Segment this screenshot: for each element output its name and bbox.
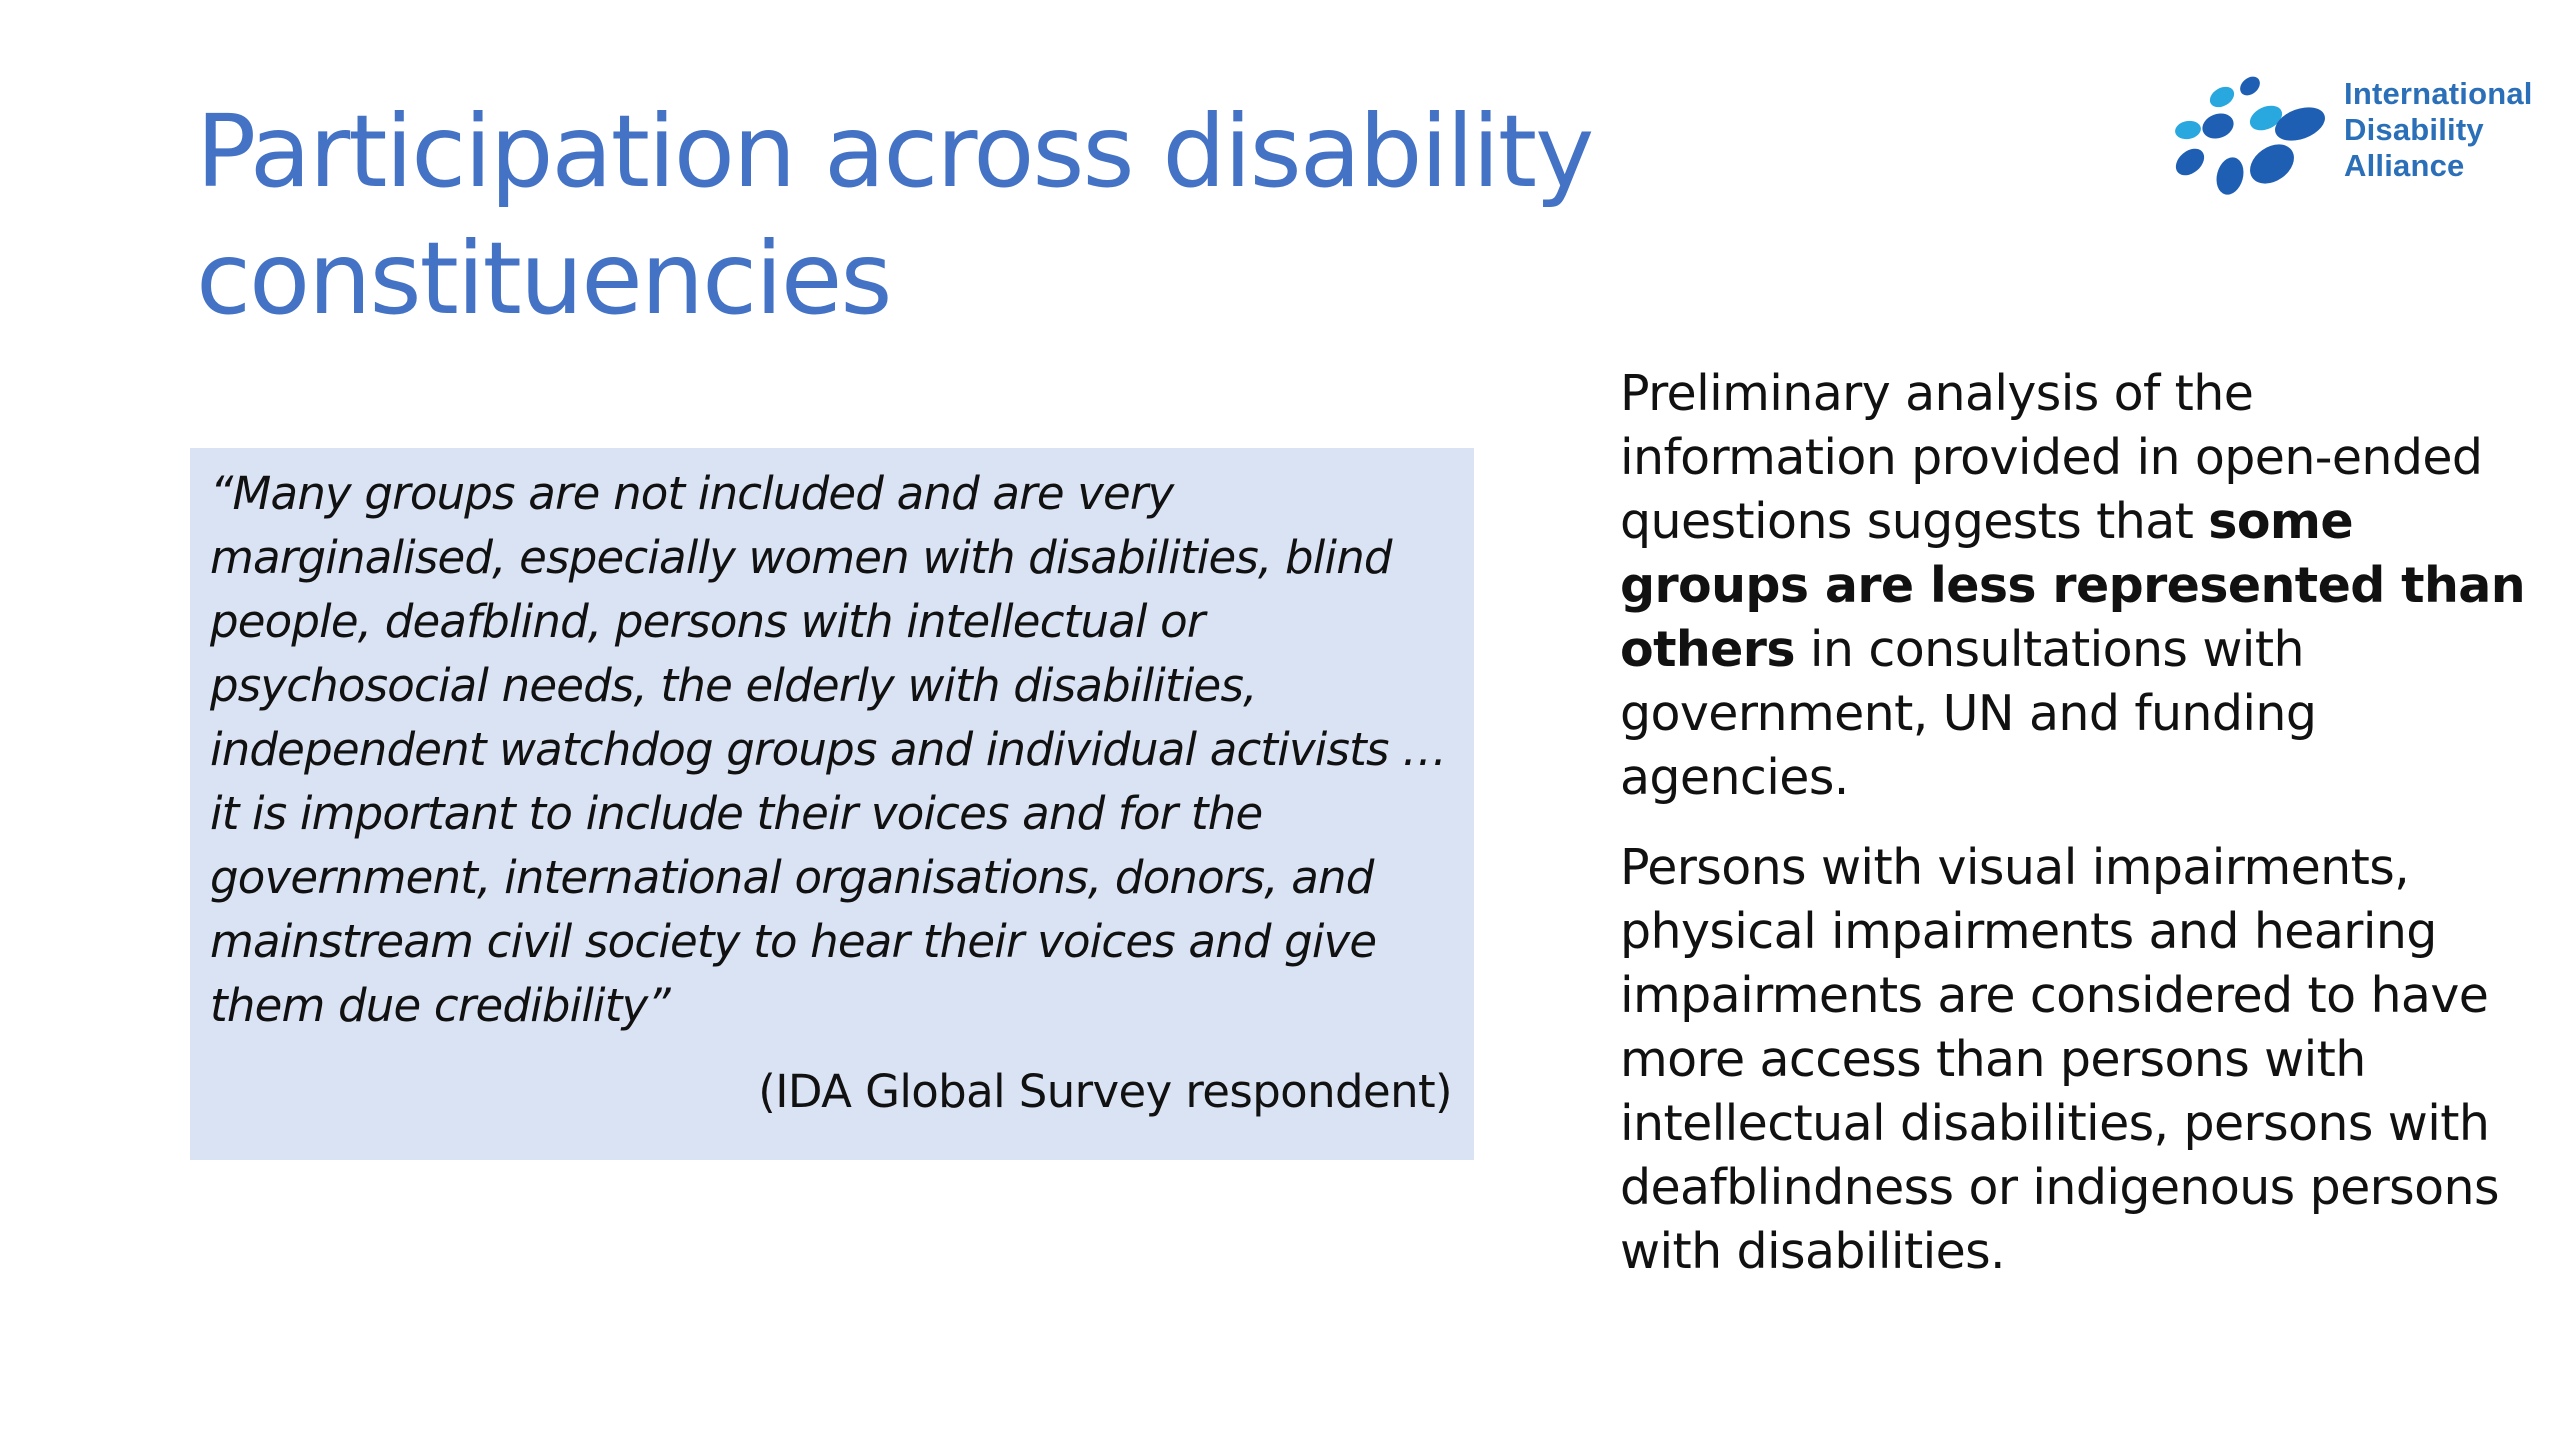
quote-box: “Many groups are not included and are ve… bbox=[190, 448, 1474, 1160]
ida-logo-text: International Disability Alliance bbox=[2344, 76, 2533, 184]
ida-dots-logo-icon bbox=[2175, 76, 2325, 195]
quote-text: “Many groups are not included and are ve… bbox=[210, 467, 1447, 1032]
analysis-paragraph-1-bold: some groups are less represented than ot… bbox=[1620, 493, 2526, 678]
logo-line-alliance: Alliance bbox=[2344, 148, 2465, 183]
quote-attribution: (IDA Global Survey respondent) bbox=[758, 1065, 1452, 1118]
analysis-text: Preliminary analysis of the information … bbox=[1620, 362, 2540, 1284]
analysis-paragraph-2: Persons with visual impairments, physica… bbox=[1620, 839, 2499, 1280]
analysis-paragraph-1-part-2: in consultations with government, UN and… bbox=[1620, 621, 2317, 806]
logo-line-international: International bbox=[2344, 76, 2533, 111]
analysis-paragraph-1: Preliminary analysis of the information … bbox=[1620, 362, 2540, 810]
slide-title: Participation across disability constitu… bbox=[196, 93, 1594, 337]
logo-line-disability: Disability bbox=[2344, 112, 2484, 147]
analysis-paragraph-1-part-1: Preliminary analysis of the information … bbox=[1620, 365, 2483, 550]
ida-logo: International Disability Alliance bbox=[2170, 60, 2550, 200]
